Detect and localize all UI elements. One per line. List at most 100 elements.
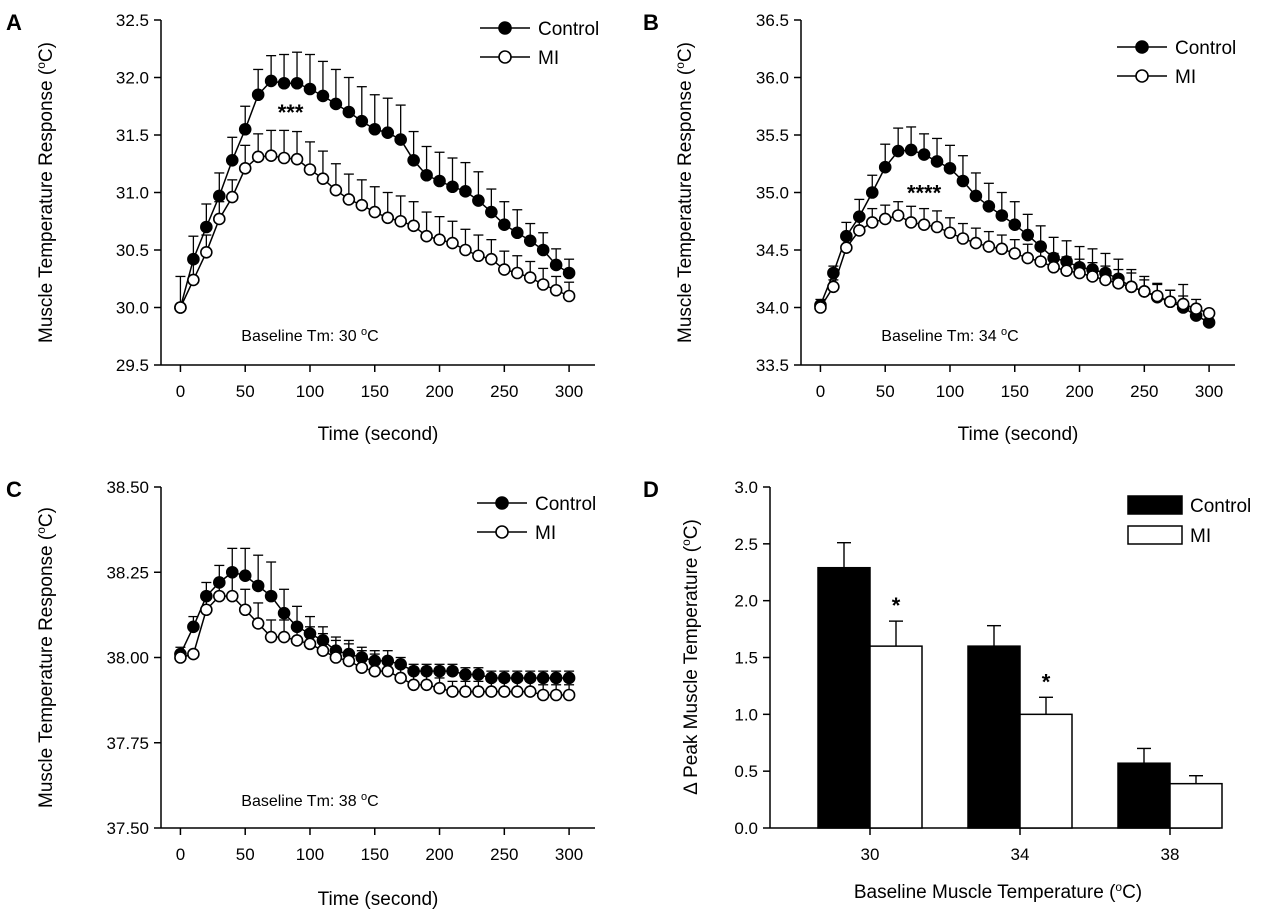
data-point xyxy=(562,289,576,303)
data-point xyxy=(930,155,944,168)
data-point xyxy=(878,212,892,226)
data-point xyxy=(510,685,524,698)
data-point xyxy=(1099,273,1112,287)
legend-marker xyxy=(1135,40,1149,54)
legend-marker xyxy=(498,21,512,35)
legend-label: Control xyxy=(1190,496,1251,517)
data-point xyxy=(536,688,550,702)
data-point xyxy=(200,246,213,259)
data-point xyxy=(290,152,304,166)
data-point xyxy=(290,76,304,90)
x-axis-label: Time (second) xyxy=(958,424,1079,445)
data-point xyxy=(904,143,918,157)
data-point xyxy=(523,271,537,284)
x-tick-label: 50 xyxy=(236,382,255,401)
data-point xyxy=(277,630,291,644)
data-point xyxy=(891,144,905,158)
baseline-annotation: Baseline Tm: 30 oC xyxy=(241,326,378,345)
data-point xyxy=(264,74,278,88)
data-point xyxy=(277,76,291,90)
panel-d: 0.0 0.5 1.0 1.5 2.0 2.5 3.0 30 * 34 * 38 Baseline Mu… xyxy=(643,477,1251,903)
y-tick-label: 36.5 xyxy=(756,11,789,30)
data-point xyxy=(536,278,550,291)
data-point xyxy=(238,603,252,617)
data-point xyxy=(472,668,485,681)
bar-control xyxy=(967,645,1021,829)
data-point xyxy=(549,671,563,685)
y-tick-label: 1.5 xyxy=(734,649,758,668)
data-point xyxy=(956,232,970,245)
data-point xyxy=(433,664,446,678)
data-point xyxy=(1008,218,1022,231)
data-point xyxy=(368,205,382,219)
y-tick-label: 29.5 xyxy=(116,356,149,375)
data-point xyxy=(995,242,1009,256)
data-point xyxy=(200,220,213,234)
panel-label: D xyxy=(643,477,659,502)
y-axis-label: Muscle Temperature Response (oC) xyxy=(34,42,57,343)
x-tick-label: 200 xyxy=(1065,382,1093,401)
legend: Control MI xyxy=(1117,38,1236,88)
data-point xyxy=(995,209,1009,222)
panel-a: 29.5 30.0 30.5 31.0 31.5 32.0 32.5 0 50 100 150 200… xyxy=(6,10,599,445)
x-axis-label: Time (second) xyxy=(318,889,439,910)
legend-label: Control xyxy=(538,19,599,40)
x-tick-label: 0 xyxy=(816,382,825,401)
data-point xyxy=(1034,255,1047,268)
data-point xyxy=(969,236,983,250)
data-point xyxy=(355,114,369,128)
data-point xyxy=(225,589,239,603)
data-point xyxy=(1150,289,1164,303)
y-axis-label: Muscle Temperature Response (oC) xyxy=(34,507,57,808)
data-point xyxy=(878,160,892,174)
y-tick-label: 34.0 xyxy=(756,299,789,318)
x-tick-label: 50 xyxy=(876,382,895,401)
significance-star: * xyxy=(1042,669,1051,694)
data-point xyxy=(329,183,343,197)
data-point xyxy=(930,220,944,234)
panel-label: B xyxy=(643,10,659,35)
x-tick-label: 50 xyxy=(236,845,255,864)
data-point xyxy=(1021,251,1035,265)
data-point xyxy=(523,685,537,698)
data-point xyxy=(264,630,278,644)
data-point xyxy=(394,133,407,146)
data-point xyxy=(904,216,918,229)
data-point xyxy=(1086,270,1099,283)
data-point xyxy=(407,154,420,167)
panel-label: A xyxy=(6,10,22,35)
x-axis-label: Time (second) xyxy=(318,424,439,445)
data-point xyxy=(329,651,343,664)
data-point xyxy=(420,168,433,182)
data-point xyxy=(238,162,252,175)
panel-label: C xyxy=(6,477,22,502)
data-point xyxy=(523,234,537,248)
data-point xyxy=(1176,297,1190,311)
data-point xyxy=(459,685,472,698)
legend: Control MI xyxy=(1127,495,1251,547)
data-point xyxy=(200,603,213,617)
data-point xyxy=(251,579,265,593)
y-tick-label: 34.5 xyxy=(756,241,789,260)
data-point xyxy=(472,249,485,263)
data-point xyxy=(498,685,511,698)
data-point xyxy=(290,634,304,647)
bar-mi xyxy=(1169,782,1223,829)
data-point xyxy=(342,654,356,668)
data-point xyxy=(1008,247,1022,260)
significance-star: * xyxy=(892,593,901,618)
data-point xyxy=(225,190,239,204)
series-line xyxy=(179,154,570,308)
data-point xyxy=(368,664,382,678)
data-point xyxy=(407,678,420,692)
category-label: 38 xyxy=(1161,845,1180,864)
series-control xyxy=(174,51,576,314)
x-tick-label: 100 xyxy=(296,845,324,864)
data-point xyxy=(446,236,459,250)
y-tick-label: 32.5 xyxy=(116,11,149,30)
data-point xyxy=(342,105,356,119)
y-tick-label: 31.5 xyxy=(116,126,149,145)
data-point xyxy=(917,218,931,231)
data-point xyxy=(891,209,905,222)
data-point xyxy=(433,233,446,246)
